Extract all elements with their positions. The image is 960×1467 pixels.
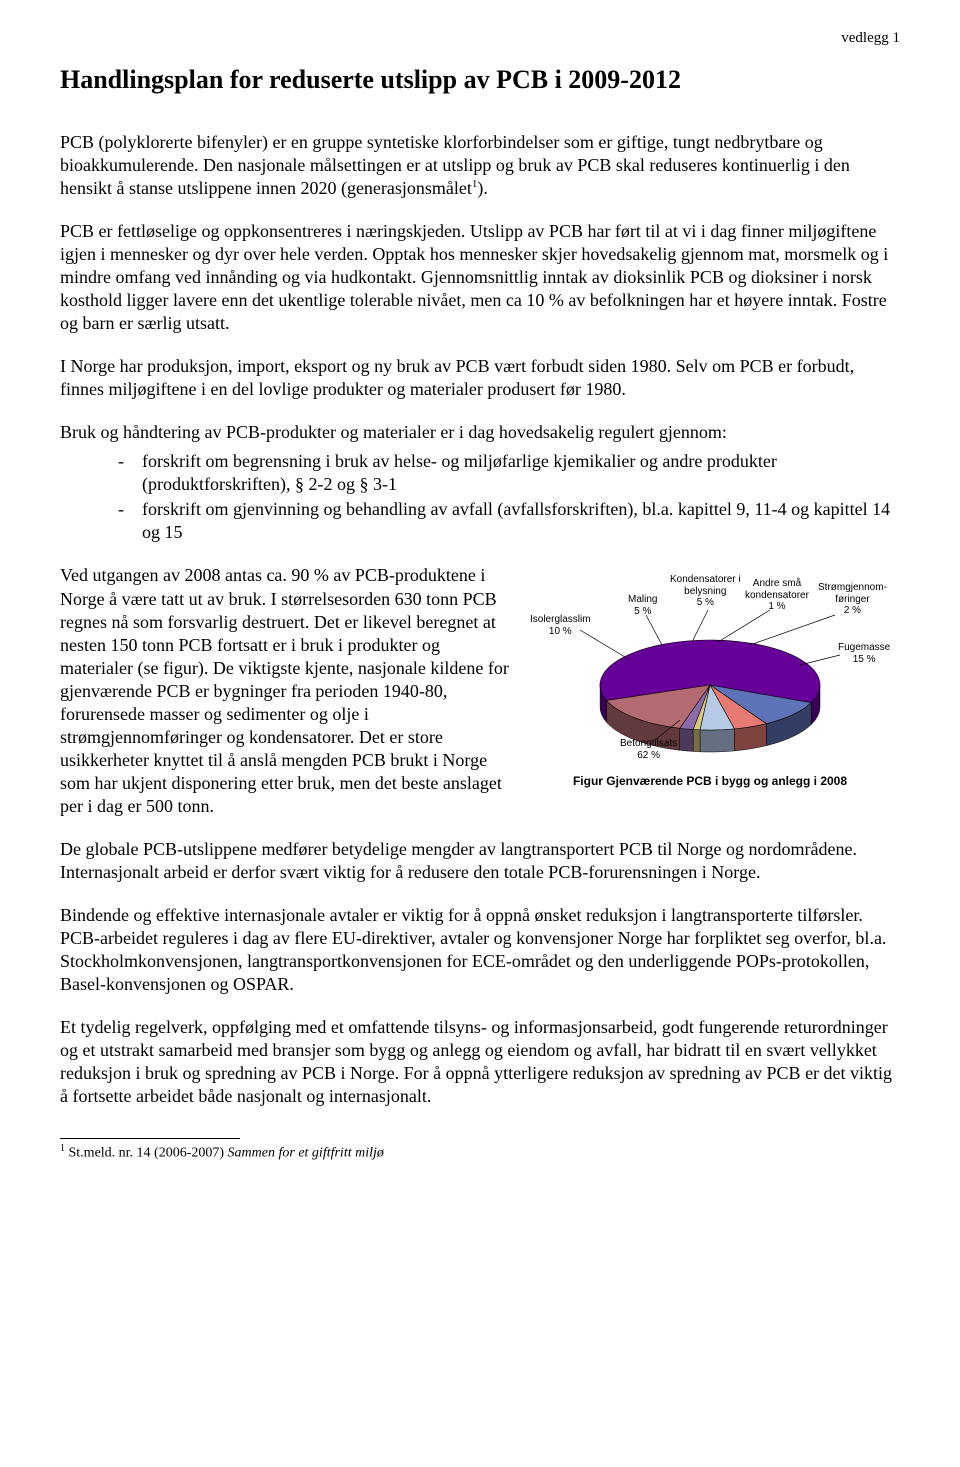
paragraph-3: I Norge har produksjon, import, eksport … <box>60 355 900 401</box>
list-item: forskrift om gjenvinning og behandling a… <box>118 498 900 544</box>
pie-label-maling: Maling5 % <box>628 594 657 617</box>
pie-caption: Figur Gjenværende PCB i bygg og anlegg i… <box>520 774 900 788</box>
footnote-1: 1 St.meld. nr. 14 (2006-2007) Sammen for… <box>60 1143 900 1162</box>
list-item: forskrift om begrensning i bruk av helse… <box>118 450 900 496</box>
footnote-separator <box>60 1138 240 1139</box>
pie-label-kondensatorer-belysning: Kondensatorer ibelysning5 % <box>670 574 741 609</box>
paragraph-6: De globale PCB-utslippene medfører betyd… <box>60 838 900 884</box>
paragraph-1a: PCB (polyklorerte bifenyler) er en grupp… <box>60 132 850 198</box>
pie-label-fugemasse: Fugemasse15 % <box>838 642 890 665</box>
pie-label-betongtilsats: Betongtilsats62 % <box>620 738 677 761</box>
pie-label-andre-sma: Andre småkondensatorer1 % <box>745 578 809 613</box>
regulation-list: forskrift om begrensning i bruk av helse… <box>60 450 900 544</box>
paragraph-4: Bruk og håndtering av PCB-produkter og m… <box>60 421 900 444</box>
paragraph-8: Et tydelig regelverk, oppfølging med et … <box>60 1016 900 1108</box>
paragraph-1: PCB (polyklorerte bifenyler) er en grupp… <box>60 131 900 200</box>
pie-chart-figure: Isolerglasslim10 % Maling5 % Kondensator… <box>520 570 900 788</box>
footnote-text-b: Sammen for et giftfritt miljø <box>228 1146 384 1161</box>
pie-label-isolerglasslim: Isolerglasslim10 % <box>530 614 591 637</box>
paragraph-7: Bindende og effektive internasjonale avt… <box>60 904 900 996</box>
header-vedlegg: vedlegg 1 <box>60 30 900 47</box>
pie-chart: Isolerglasslim10 % Maling5 % Kondensator… <box>520 570 900 770</box>
footnote-text-a: St.meld. nr. 14 (2006-2007) <box>65 1146 228 1161</box>
paragraph-1b: ). <box>477 178 488 198</box>
pie-label-stromgjennom: Strømgjennom-føringer2 % <box>818 582 887 617</box>
page-title: Handlingsplan for reduserte utslipp av P… <box>60 65 900 95</box>
paragraph-2: PCB er fettløselige og oppkonsentreres i… <box>60 220 900 335</box>
